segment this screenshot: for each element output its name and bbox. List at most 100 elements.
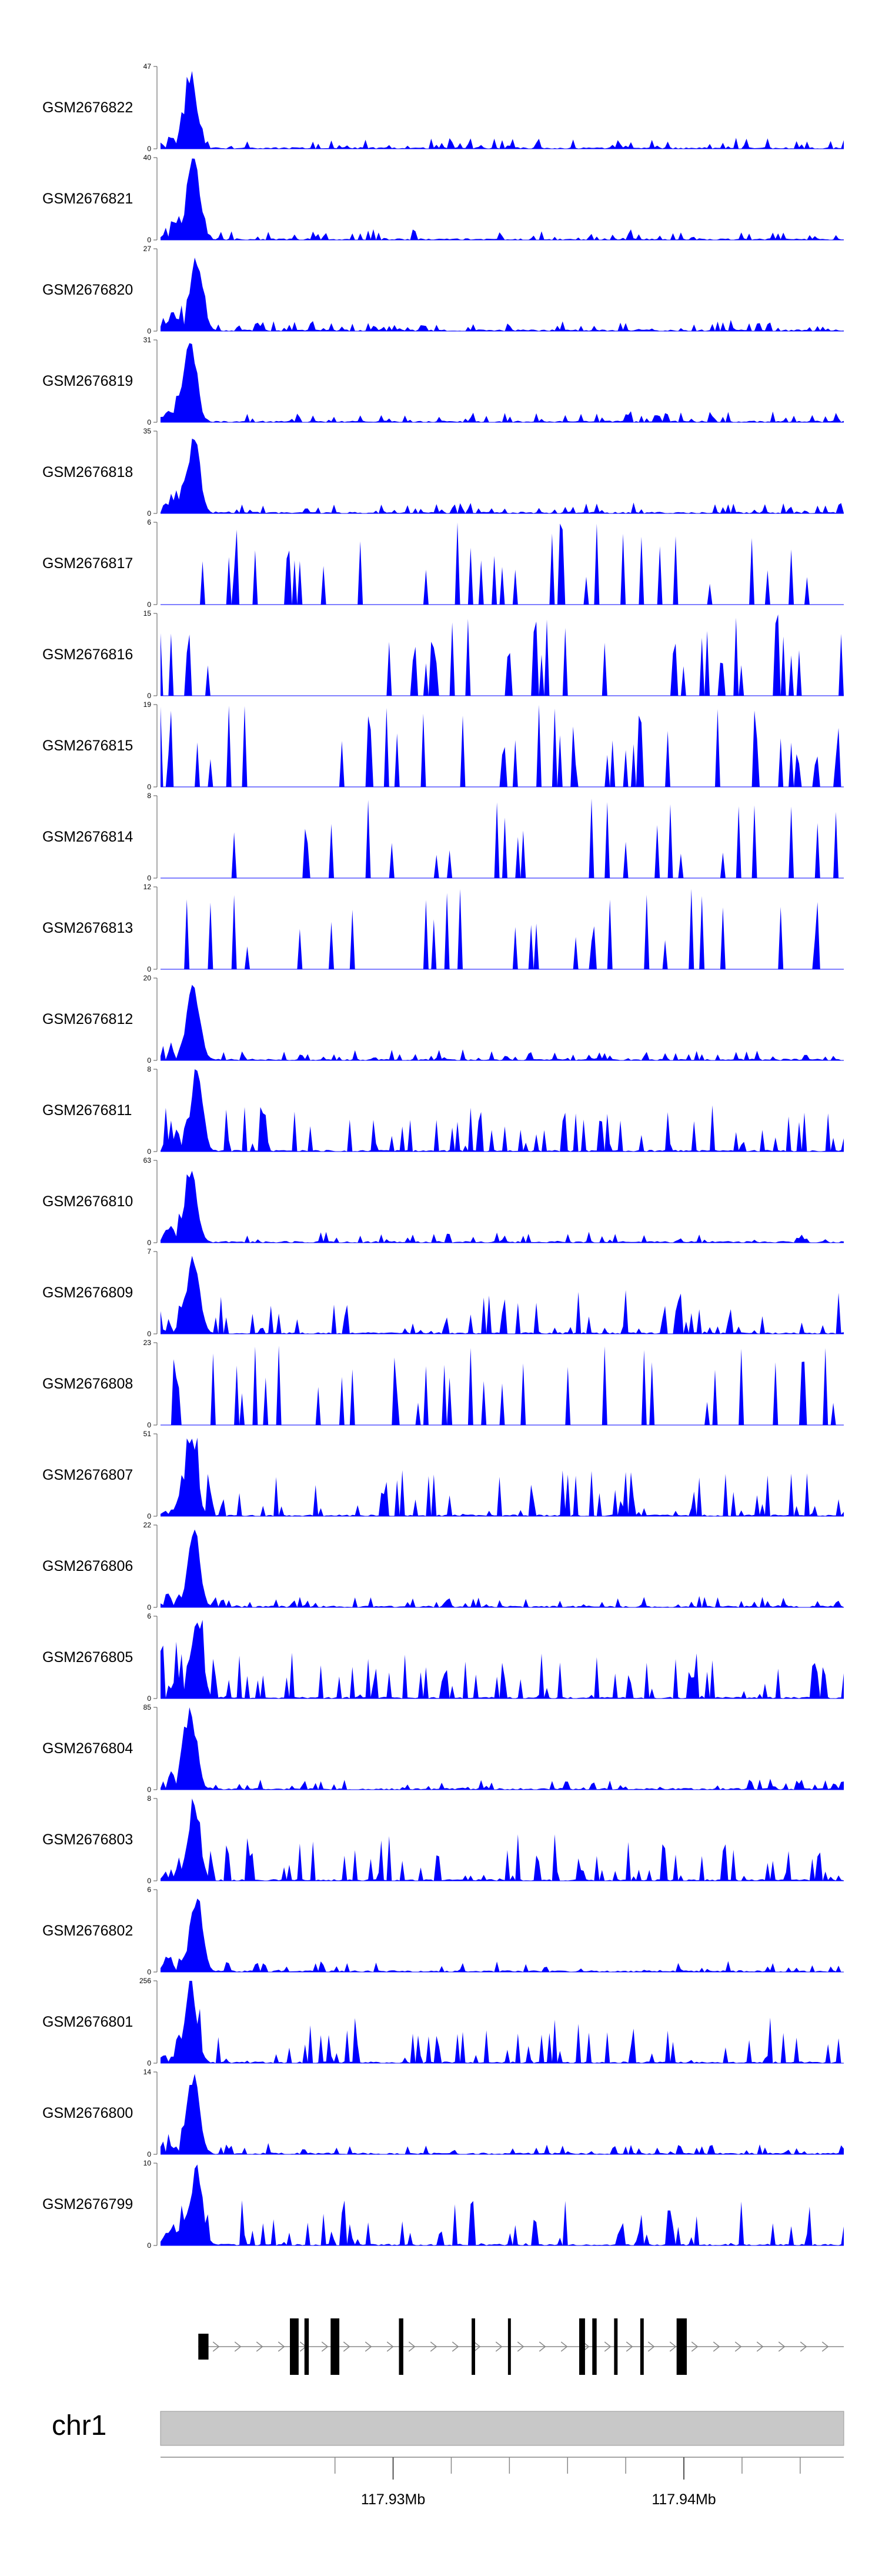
y-min-label: 0 — [147, 327, 151, 335]
strand-arrow — [386, 2341, 394, 2352]
strand-arrow — [234, 2341, 242, 2352]
coverage-area — [161, 158, 844, 240]
y-min-label: 0 — [147, 1239, 151, 1247]
track-GSM2676818: GSM2676818 35 0 — [42, 427, 844, 518]
track-label: GSM2676808 — [42, 1376, 133, 1392]
track-GSM2676807: GSM2676807 51 0 — [42, 1430, 844, 1520]
track-label: GSM2676818 — [42, 464, 133, 481]
y-min-label: 0 — [147, 692, 151, 700]
y-min-label: 0 — [147, 1877, 151, 1885]
exon — [472, 2318, 476, 2375]
track-GSM2676800: GSM2676800 14 0 — [42, 2068, 844, 2158]
strand-arrow — [517, 2341, 524, 2352]
exon — [614, 2318, 618, 2375]
y-max-label: 10 — [143, 2159, 152, 2167]
y-max-label: 256 — [139, 1977, 151, 1985]
strand-arrow — [626, 2341, 633, 2352]
coverage-area — [161, 1707, 844, 1790]
y-max-label: 85 — [143, 1703, 152, 1711]
y-min-label: 0 — [147, 509, 151, 518]
y-max-label: 6 — [147, 1886, 151, 1894]
track-GSM2676821: GSM2676821 40 0 — [42, 154, 844, 244]
exon — [507, 2318, 511, 2375]
y-max-label: 15 — [143, 609, 152, 618]
track-label: GSM2676815 — [42, 738, 133, 754]
track-label: GSM2676820 — [42, 282, 133, 298]
track-GSM2676813: GSM2676813 12 0 — [42, 883, 844, 973]
track-label: GSM2676809 — [42, 1284, 133, 1301]
y-max-label: 51 — [143, 1430, 152, 1438]
coverage-area — [161, 985, 844, 1060]
track-GSM2676815: GSM2676815 19 0 — [42, 700, 844, 791]
y-min-label: 0 — [147, 1968, 151, 1976]
track-label: GSM2676813 — [42, 920, 133, 936]
strand-arrow — [256, 2341, 263, 2352]
track-GSM2676809: GSM2676809 7 0 — [42, 1247, 844, 1338]
track-GSM2676814: GSM2676814 8 0 — [42, 792, 844, 882]
track-label: GSM2676819 — [42, 373, 133, 389]
gene-model-track — [198, 2318, 844, 2375]
track-GSM2676817: GSM2676817 6 0 — [42, 518, 844, 609]
track-label: GSM2676804 — [42, 1740, 133, 1757]
strand-arrow — [821, 2341, 829, 2352]
coverage-area — [161, 2074, 844, 2154]
y-min-label: 0 — [147, 2059, 151, 2067]
exon — [399, 2318, 403, 2375]
y-min-label: 0 — [147, 1694, 151, 1703]
strand-arrow — [495, 2341, 503, 2352]
y-min-label: 0 — [147, 2150, 151, 2158]
track-label: GSM2676811 — [42, 1102, 132, 1119]
strand-arrow — [539, 2341, 546, 2352]
x-axis-tick-label: 117.94Mb — [652, 2491, 716, 2508]
y-max-label: 8 — [147, 1065, 151, 1073]
strand-arrow — [756, 2341, 764, 2352]
y-max-label: 31 — [143, 336, 152, 344]
coverage-area — [161, 522, 844, 605]
coverage-area — [161, 438, 844, 513]
strand-arrow — [713, 2341, 720, 2352]
y-min-label: 0 — [147, 236, 151, 244]
coverage-area — [161, 1981, 844, 2063]
y-max-label: 40 — [143, 154, 152, 162]
strand-arrow — [212, 2341, 220, 2352]
y-min-label: 0 — [147, 1421, 151, 1429]
track-label: GSM2676803 — [42, 1831, 133, 1848]
track-GSM2676819: GSM2676819 31 0 — [42, 336, 844, 426]
coverage-area — [161, 71, 844, 149]
coverage-tracks: GSM2676822470GSM2676821400GSM2676820270G… — [42, 62, 844, 2250]
track-label: GSM2676802 — [42, 1923, 133, 1939]
coverage-area — [161, 1529, 844, 1607]
exon — [290, 2318, 299, 2375]
track-label: GSM2676805 — [42, 1649, 133, 1666]
track-label: GSM2676816 — [42, 646, 133, 663]
y-max-label: 20 — [143, 974, 152, 982]
y-max-label: 27 — [143, 245, 152, 253]
y-min-label: 0 — [147, 145, 151, 153]
coverage-area — [161, 1898, 844, 1972]
exon — [330, 2318, 340, 2375]
coverage-area — [161, 798, 844, 878]
track-GSM2676802: GSM2676802 6 0 — [42, 1886, 844, 1976]
y-max-label: 7 — [147, 1247, 151, 1256]
coverage-area — [161, 1256, 844, 1334]
y-min-label: 0 — [147, 600, 151, 609]
track-label: GSM2676801 — [42, 2014, 133, 2030]
track-label: GSM2676799 — [42, 2196, 133, 2213]
strand-arrow — [278, 2341, 285, 2352]
coverage-area — [161, 705, 844, 787]
coverage-area — [161, 889, 844, 969]
y-max-label: 63 — [143, 1156, 152, 1164]
y-min-label: 0 — [147, 1056, 151, 1065]
track-GSM2676799: GSM2676799 10 0 — [42, 2159, 844, 2250]
y-max-label: 35 — [143, 427, 152, 435]
track-GSM2676811: GSM2676811 8 0 — [42, 1065, 844, 1156]
track-GSM2676805: GSM2676805 6 0 — [42, 1612, 844, 1703]
y-max-label: 12 — [143, 883, 152, 891]
y-min-label: 0 — [147, 418, 151, 426]
y-max-label: 8 — [147, 792, 151, 800]
strand-arrow — [408, 2341, 416, 2352]
exon — [579, 2318, 585, 2375]
y-min-label: 0 — [147, 965, 151, 973]
track-label: GSM2676807 — [42, 1467, 133, 1483]
